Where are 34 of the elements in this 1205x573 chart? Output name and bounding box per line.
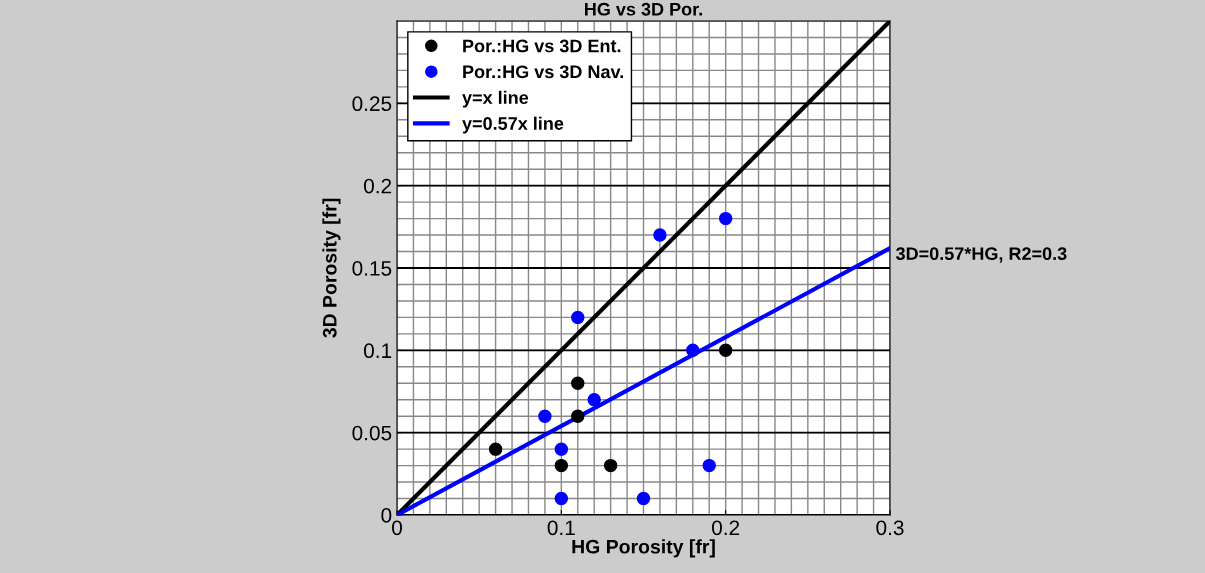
y-tick-label: 0.15: [352, 261, 392, 276]
y-tick-label: 0.1: [363, 343, 392, 359]
point: [587, 393, 601, 407]
point: [686, 343, 700, 358]
point: [702, 458, 716, 473]
point: [488, 442, 503, 456]
point: [571, 376, 585, 390]
y-tick-label: 0.2: [363, 178, 392, 194]
x-tick-label: 0: [392, 520, 402, 536]
legend-label: Por.:HG vs 3D Ent.: [463, 39, 621, 53]
point: [603, 458, 618, 473]
x-tick-label: 0.2: [712, 520, 740, 536]
point: [636, 491, 651, 506]
chart-title: HG vs 3D Por.: [585, 2, 702, 16]
annotation: 3D=0.57*HG, R2=0.3: [895, 247, 1067, 263]
point: [571, 409, 585, 423]
point: [554, 442, 569, 456]
x-tick-label: 0.1: [547, 520, 575, 536]
y-tick-label: 0.25: [352, 96, 392, 112]
y-tick-label: 0.05: [352, 425, 392, 441]
y-axis-title: 3D Porosity [fr]: [322, 198, 341, 338]
point: [718, 211, 733, 226]
legend-label: y=x line: [462, 90, 529, 108]
point: [571, 310, 585, 325]
x-axis-title: HG Porosity [fr]: [572, 539, 715, 558]
point: [653, 228, 667, 242]
point: [554, 458, 569, 473]
point: [538, 409, 552, 423]
point: [554, 491, 569, 506]
legend-label: y=0.57x line: [462, 116, 564, 134]
point: [718, 343, 733, 358]
y-tick-label: 0: [381, 508, 392, 523]
x-tick-label: 0.3: [876, 520, 904, 536]
legend-label: Por.:HG vs 3D Nav.: [463, 65, 623, 79]
